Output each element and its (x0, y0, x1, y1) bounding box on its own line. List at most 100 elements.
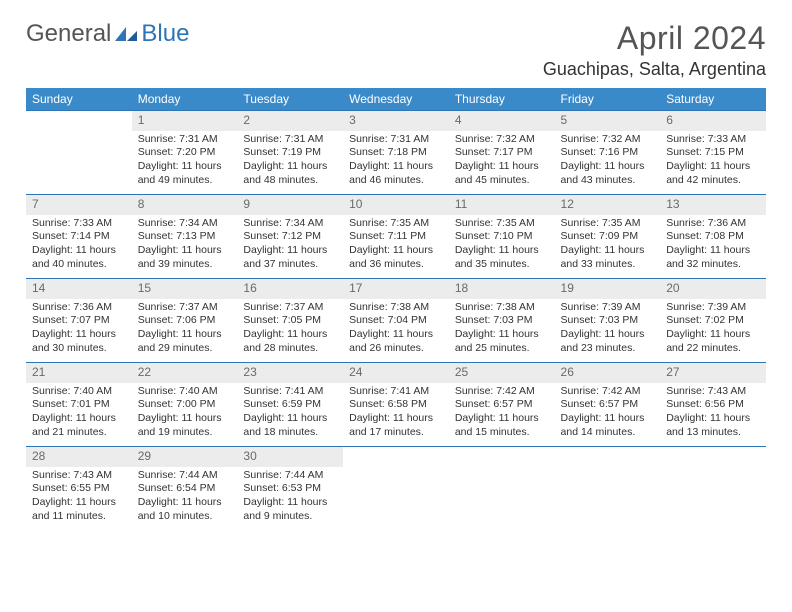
sunrise-line: Sunrise: 7:32 AM (455, 133, 549, 147)
day-number: 30 (237, 447, 343, 467)
sunrise-line: Sunrise: 7:42 AM (561, 385, 655, 399)
day-number: 24 (343, 363, 449, 383)
calendar-day-cell: .. (555, 447, 661, 531)
brand-part1: General (26, 20, 111, 48)
daylight-line: Daylight: 11 hours and 14 minutes. (561, 412, 655, 439)
daylight-line: Daylight: 11 hours and 17 minutes. (349, 412, 443, 439)
weekday-header: Saturday (660, 88, 766, 111)
daylight-line: Daylight: 11 hours and 49 minutes. (138, 160, 232, 187)
daylight-line: Daylight: 11 hours and 19 minutes. (138, 412, 232, 439)
day-number: 26 (555, 363, 661, 383)
sunrise-line: Sunrise: 7:37 AM (243, 301, 337, 315)
day-number: 18 (449, 279, 555, 299)
calendar-day-cell: 26 Sunrise: 7:42 AMSunset: 6:57 PMDayligh… (555, 363, 661, 447)
sunset-line: Sunset: 6:59 PM (243, 398, 337, 412)
sunrise-line: Sunrise: 7:39 AM (666, 301, 760, 315)
daylight-line: Daylight: 11 hours and 42 minutes. (666, 160, 760, 187)
sunset-line: Sunset: 7:16 PM (561, 146, 655, 160)
calendar-week-row: 21Sunrise: 7:40 AMSunset: 7:01 PMDayligh… (26, 363, 766, 447)
sunrise-line: Sunrise: 7:44 AM (138, 469, 232, 483)
sunset-line: Sunset: 6:55 PM (32, 482, 126, 496)
day-number: 20 (660, 279, 766, 299)
day-details: Sunrise: 7:35 AMSunset: 7:10 PMDaylight:… (449, 215, 555, 278)
calendar-week-row: ..1Sunrise: 7:31 AMSunset: 7:20 PMDaylig… (26, 111, 766, 195)
daylight-line: Daylight: 11 hours and 32 minutes. (666, 244, 760, 271)
calendar-day-cell: 16Sunrise: 7:37 AMSunset: 7:05 PMDayligh… (237, 279, 343, 363)
daylight-line: Daylight: 11 hours and 37 minutes. (243, 244, 337, 271)
sunrise-line: Sunrise: 7:36 AM (32, 301, 126, 315)
day-number: 21 (26, 363, 132, 383)
daylight-line: Daylight: 11 hours and 39 minutes. (138, 244, 232, 271)
sunset-line: Sunset: 7:00 PM (138, 398, 232, 412)
calendar-day-cell: 11Sunrise: 7:35 AMSunset: 7:10 PMDayligh… (449, 195, 555, 279)
calendar-day-cell: 22Sunrise: 7:40 AMSunset: 7:00 PMDayligh… (132, 363, 238, 447)
sunset-line: Sunset: 6:53 PM (243, 482, 337, 496)
day-details: Sunrise: 7:37 AMSunset: 7:06 PMDaylight:… (132, 299, 238, 362)
day-details: Sunrise: 7:33 AMSunset: 7:15 PMDaylight:… (660, 131, 766, 194)
daylight-line: Daylight: 11 hours and 40 minutes. (32, 244, 126, 271)
sunset-line: Sunset: 7:20 PM (138, 146, 232, 160)
calendar-day-cell: 18Sunrise: 7:38 AMSunset: 7:03 PMDayligh… (449, 279, 555, 363)
sunset-line: Sunset: 7:04 PM (349, 314, 443, 328)
day-details: Sunrise: 7:37 AMSunset: 7:05 PMDaylight:… (237, 299, 343, 362)
day-number: 8 (132, 195, 238, 215)
sunset-line: Sunset: 7:14 PM (32, 230, 126, 244)
sunrise-line: Sunrise: 7:44 AM (243, 469, 337, 483)
calendar-day-cell: .. (449, 447, 555, 531)
day-number: 15 (132, 279, 238, 299)
day-details: Sunrise: 7:40 AMSunset: 7:01 PMDaylight:… (26, 383, 132, 446)
sunset-line: Sunset: 7:18 PM (349, 146, 443, 160)
day-number: 13 (660, 195, 766, 215)
daylight-line: Daylight: 11 hours and 23 minutes. (561, 328, 655, 355)
day-number: 25 (449, 363, 555, 383)
day-details: Sunrise: 7:34 AMSunset: 7:13 PMDaylight:… (132, 215, 238, 278)
sunset-line: Sunset: 7:07 PM (32, 314, 126, 328)
day-number: 3 (343, 111, 449, 131)
sunrise-line: Sunrise: 7:38 AM (349, 301, 443, 315)
daylight-line: Daylight: 11 hours and 22 minutes. (666, 328, 760, 355)
daylight-line: Daylight: 11 hours and 43 minutes. (561, 160, 655, 187)
daylight-line: Daylight: 11 hours and 21 minutes. (32, 412, 126, 439)
daylight-line: Daylight: 11 hours and 26 minutes. (349, 328, 443, 355)
day-details: Sunrise: 7:42 AMSunset: 6:57 PMDaylight:… (449, 383, 555, 446)
sunset-line: Sunset: 7:19 PM (243, 146, 337, 160)
calendar-day-cell: 12Sunrise: 7:35 AMSunset: 7:09 PMDayligh… (555, 195, 661, 279)
calendar-week-row: 7Sunrise: 7:33 AMSunset: 7:14 PMDaylight… (26, 195, 766, 279)
calendar-day-cell: 15Sunrise: 7:37 AMSunset: 7:06 PMDayligh… (132, 279, 238, 363)
sunrise-line: Sunrise: 7:31 AM (138, 133, 232, 147)
location-subtitle: Guachipas, Salta, Argentina (543, 59, 766, 80)
day-details: Sunrise: 7:34 AMSunset: 7:12 PMDaylight:… (237, 215, 343, 278)
daylight-line: Daylight: 11 hours and 9 minutes. (243, 496, 337, 523)
daylight-line: Daylight: 11 hours and 35 minutes. (455, 244, 549, 271)
daylight-line: Daylight: 11 hours and 13 minutes. (666, 412, 760, 439)
day-details: Sunrise: 7:31 AMSunset: 7:19 PMDaylight:… (237, 131, 343, 194)
daylight-line: Daylight: 11 hours and 33 minutes. (561, 244, 655, 271)
brand-part2: Blue (141, 20, 189, 48)
day-number: 16 (237, 279, 343, 299)
sunrise-line: Sunrise: 7:43 AM (666, 385, 760, 399)
calendar-day-cell: 14Sunrise: 7:36 AMSunset: 7:07 PMDayligh… (26, 279, 132, 363)
day-details: Sunrise: 7:40 AMSunset: 7:00 PMDaylight:… (132, 383, 238, 446)
day-details: Sunrise: 7:38 AMSunset: 7:03 PMDaylight:… (449, 299, 555, 362)
sunset-line: Sunset: 6:56 PM (666, 398, 760, 412)
calendar-day-cell: 3Sunrise: 7:31 AMSunset: 7:18 PMDaylight… (343, 111, 449, 195)
sunrise-line: Sunrise: 7:42 AM (455, 385, 549, 399)
sunrise-line: Sunrise: 7:35 AM (349, 217, 443, 231)
daylight-line: Daylight: 11 hours and 18 minutes. (243, 412, 337, 439)
day-number: 5 (555, 111, 661, 131)
weekday-header: Sunday (26, 88, 132, 111)
day-number: 14 (26, 279, 132, 299)
day-details: Sunrise: 7:38 AMSunset: 7:04 PMDaylight:… (343, 299, 449, 362)
header: General Blue April 2024 Guachipas, Salta… (26, 20, 766, 80)
sunset-line: Sunset: 6:57 PM (561, 398, 655, 412)
title-block: April 2024 Guachipas, Salta, Argentina (543, 20, 766, 80)
day-details: Sunrise: 7:31 AMSunset: 7:20 PMDaylight:… (132, 131, 238, 194)
calendar-day-cell: 23Sunrise: 7:41 AMSunset: 6:59 PMDayligh… (237, 363, 343, 447)
daylight-line: Daylight: 11 hours and 25 minutes. (455, 328, 549, 355)
calendar-day-cell: 30 Sunrise: 7:44 AMSunset: 6:53 PMDayligh… (237, 447, 343, 531)
daylight-line: Daylight: 11 hours and 45 minutes. (455, 160, 549, 187)
sunrise-line: Sunrise: 7:31 AM (243, 133, 337, 147)
sunrise-line: Sunrise: 7:40 AM (138, 385, 232, 399)
day-number: 19 (555, 279, 661, 299)
sunset-line: Sunset: 7:06 PM (138, 314, 232, 328)
